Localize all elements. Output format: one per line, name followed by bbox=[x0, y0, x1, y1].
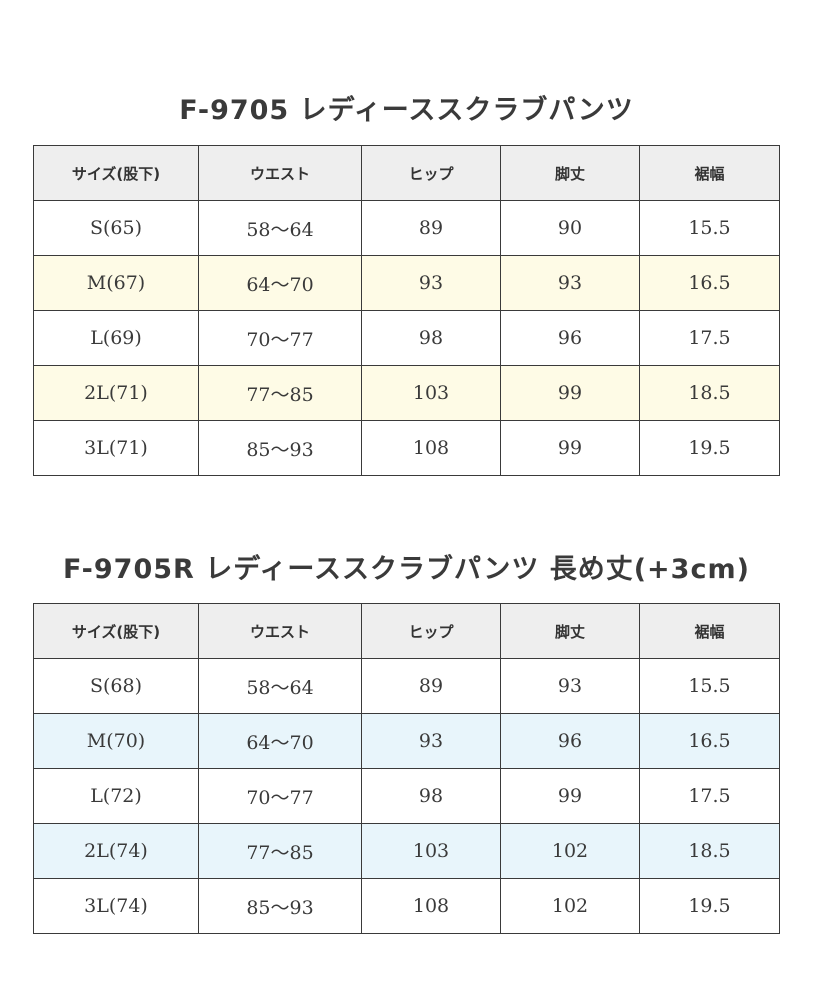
cell-size: S(68) bbox=[33, 658, 199, 714]
table-row: 2L(74) 77〜85 103 102 18.5 bbox=[33, 823, 780, 879]
header-size: サイズ(股下) bbox=[33, 603, 199, 659]
table-row: 3L(74) 85〜93 108 102 19.5 bbox=[33, 878, 780, 934]
cell-hip: 108 bbox=[361, 878, 501, 934]
cell-size: 3L(74) bbox=[33, 878, 199, 934]
table-header-row: サイズ(股下) ウエスト ヒップ 脚丈 裾幅 bbox=[33, 145, 780, 201]
table-row: S(68) 58〜64 89 93 15.5 bbox=[33, 658, 780, 714]
cell-length: 93 bbox=[500, 658, 640, 714]
cell-waist: 85〜93 bbox=[198, 420, 362, 476]
cell-length: 99 bbox=[500, 420, 640, 476]
cell-hem-width: 16.5 bbox=[639, 713, 780, 769]
size-table-long: サイズ(股下) ウエスト ヒップ 脚丈 裾幅 S(68) 58〜64 89 93… bbox=[33, 603, 780, 934]
cell-size: M(70) bbox=[33, 713, 199, 769]
cell-size: S(65) bbox=[33, 200, 199, 256]
size-table-standard: サイズ(股下) ウエスト ヒップ 脚丈 裾幅 S(65) 58〜64 89 90… bbox=[33, 145, 780, 476]
cell-size: 2L(74) bbox=[33, 823, 199, 879]
table-row: S(65) 58〜64 89 90 15.5 bbox=[33, 200, 780, 256]
cell-hem-width: 17.5 bbox=[639, 768, 780, 824]
cell-hip: 103 bbox=[361, 823, 501, 879]
cell-hem-width: 17.5 bbox=[639, 310, 780, 366]
cell-hip: 103 bbox=[361, 365, 501, 421]
cell-hem-width: 18.5 bbox=[639, 823, 780, 879]
cell-size: M(67) bbox=[33, 255, 199, 311]
cell-size: 3L(71) bbox=[33, 420, 199, 476]
cell-length: 96 bbox=[500, 713, 640, 769]
cell-size: L(69) bbox=[33, 310, 199, 366]
cell-hip: 89 bbox=[361, 200, 501, 256]
cell-waist: 64〜70 bbox=[198, 255, 362, 311]
cell-hip: 98 bbox=[361, 310, 501, 366]
cell-waist: 85〜93 bbox=[198, 878, 362, 934]
cell-length: 96 bbox=[500, 310, 640, 366]
cell-hip: 98 bbox=[361, 768, 501, 824]
cell-waist: 77〜85 bbox=[198, 365, 362, 421]
cell-hem-width: 19.5 bbox=[639, 878, 780, 934]
header-size: サイズ(股下) bbox=[33, 145, 199, 201]
cell-waist: 70〜77 bbox=[198, 310, 362, 366]
table-1-title: F-9705 レディーススクラブパンツ bbox=[179, 95, 634, 126]
table-row: 2L(71) 77〜85 103 99 18.5 bbox=[33, 365, 780, 421]
table-header-row: サイズ(股下) ウエスト ヒップ 脚丈 裾幅 bbox=[33, 603, 780, 659]
cell-hip: 93 bbox=[361, 713, 501, 769]
cell-hip: 89 bbox=[361, 658, 501, 714]
header-waist: ウエスト bbox=[198, 603, 362, 659]
cell-hem-width: 18.5 bbox=[639, 365, 780, 421]
table-2-title: F-9705R レディーススクラブパンツ 長め丈(+3cm) bbox=[63, 554, 750, 585]
cell-waist: 58〜64 bbox=[198, 200, 362, 256]
cell-waist: 77〜85 bbox=[198, 823, 362, 879]
cell-hip: 93 bbox=[361, 255, 501, 311]
cell-length: 99 bbox=[500, 768, 640, 824]
cell-length: 90 bbox=[500, 200, 640, 256]
header-length: 脚丈 bbox=[500, 603, 640, 659]
cell-waist: 64〜70 bbox=[198, 713, 362, 769]
cell-length: 99 bbox=[500, 365, 640, 421]
table-row: 3L(71) 85〜93 108 99 19.5 bbox=[33, 420, 780, 476]
header-length: 脚丈 bbox=[500, 145, 640, 201]
table-row: M(67) 64〜70 93 93 16.5 bbox=[33, 255, 780, 311]
table-row: L(69) 70〜77 98 96 17.5 bbox=[33, 310, 780, 366]
header-hem-width: 裾幅 bbox=[639, 603, 780, 659]
cell-hem-width: 15.5 bbox=[639, 200, 780, 256]
header-hip: ヒップ bbox=[361, 145, 501, 201]
table-row: M(70) 64〜70 93 96 16.5 bbox=[33, 713, 780, 769]
cell-hem-width: 15.5 bbox=[639, 658, 780, 714]
cell-waist: 58〜64 bbox=[198, 658, 362, 714]
header-hem-width: 裾幅 bbox=[639, 145, 780, 201]
cell-length: 102 bbox=[500, 878, 640, 934]
cell-hem-width: 16.5 bbox=[639, 255, 780, 311]
header-waist: ウエスト bbox=[198, 145, 362, 201]
cell-hip: 108 bbox=[361, 420, 501, 476]
cell-size: L(72) bbox=[33, 768, 199, 824]
cell-length: 93 bbox=[500, 255, 640, 311]
cell-length: 102 bbox=[500, 823, 640, 879]
cell-size: 2L(71) bbox=[33, 365, 199, 421]
cell-waist: 70〜77 bbox=[198, 768, 362, 824]
table-row: L(72) 70〜77 98 99 17.5 bbox=[33, 768, 780, 824]
header-hip: ヒップ bbox=[361, 603, 501, 659]
cell-hem-width: 19.5 bbox=[639, 420, 780, 476]
